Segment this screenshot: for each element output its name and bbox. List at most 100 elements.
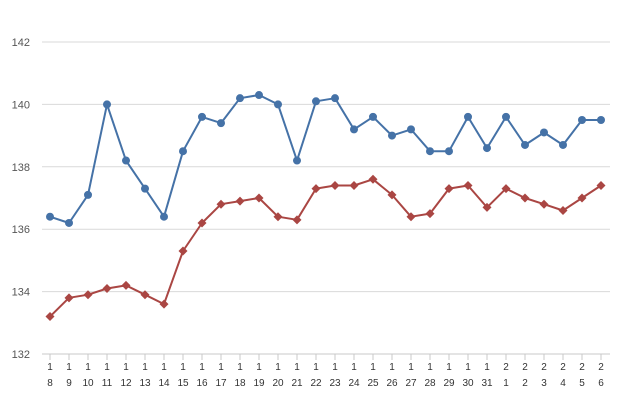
series-2-point	[140, 290, 150, 300]
x-tick-label: 1 11	[102, 362, 113, 389]
x-tick-label: 1 12	[120, 362, 132, 389]
series-1-point	[407, 125, 415, 134]
series-1-point	[502, 112, 510, 121]
x-tick-label: 1 10	[82, 362, 94, 389]
series-2-point	[197, 218, 207, 228]
y-tick-label: 136	[12, 224, 30, 236]
series-2-point	[444, 184, 454, 194]
series-1-point	[350, 125, 358, 134]
series-1-point	[122, 156, 130, 165]
series-1-point	[160, 212, 168, 221]
series-1-point	[65, 218, 73, 227]
series-1-point	[445, 147, 453, 156]
x-axis: 1 8 1 9 1 10 1 11 1 12 1 13 1 14 1 15 1 16 1 17 1 18 1 19 1 20 1 21…	[47, 354, 604, 389]
series-1-point	[521, 140, 529, 149]
series-1-point	[388, 131, 396, 140]
series-2-point	[83, 290, 93, 300]
x-tick-label: 1 29	[443, 362, 455, 389]
x-tick-label: 1 23	[329, 362, 341, 389]
series-1-point	[46, 212, 54, 221]
x-tick-label: 1 30	[462, 362, 474, 389]
series-2-point	[292, 215, 302, 225]
series-2-point	[330, 181, 340, 191]
series-1-point	[597, 116, 605, 124]
y-tick-label: 134	[12, 287, 30, 299]
series-2-point	[520, 193, 530, 203]
series-2-point	[387, 190, 397, 200]
series-1-point	[578, 116, 586, 124]
series-2-point	[463, 181, 473, 191]
series-2-point	[501, 184, 511, 194]
series-2-point	[159, 299, 169, 309]
series-2-point	[425, 209, 435, 219]
series-2-point	[102, 283, 112, 293]
series-1-line	[49, 94, 601, 224]
y-tick-label: 140	[12, 99, 30, 111]
x-tick-label: 1 19	[253, 362, 265, 389]
series-2-point	[596, 181, 606, 191]
series-1-point	[274, 100, 282, 109]
series-2-point	[539, 199, 549, 209]
x-tick-label: 1 24	[348, 362, 360, 389]
series-1-point	[293, 156, 301, 165]
series-1-point	[540, 128, 548, 137]
y-axis: 132 134 136 138 140 142	[12, 37, 30, 361]
series-1-point	[483, 144, 491, 153]
x-tick-label: 1 28	[424, 362, 436, 389]
series-1-point	[426, 147, 434, 156]
series-1-point	[179, 147, 187, 156]
series-2-point	[406, 212, 416, 222]
series-2-point	[216, 199, 226, 209]
y-tick-label: 142	[12, 37, 30, 49]
x-tick-label: 1 31	[481, 362, 493, 389]
x-tick-label: 1 20	[272, 362, 284, 389]
series-2-point	[482, 202, 492, 212]
x-tick-label: 1 18	[234, 362, 246, 389]
x-tick-label: 1 26	[386, 362, 398, 389]
series-1-point	[369, 112, 377, 121]
series-2-point	[45, 312, 55, 322]
series-2-point	[178, 246, 188, 256]
series-2-point	[254, 193, 264, 203]
series-1-point	[198, 112, 206, 121]
series-1-point	[217, 119, 225, 128]
series-2-line	[49, 178, 602, 318]
series-2-point	[558, 205, 568, 215]
series-1-point	[141, 184, 149, 193]
series-2-point	[368, 174, 378, 184]
x-tick-label: 1 16	[196, 362, 208, 389]
series-1-point	[255, 91, 263, 100]
series-1-point	[464, 112, 472, 121]
x-tick-label: 1 21	[291, 362, 303, 389]
series-2-point	[577, 193, 587, 203]
series-2-point	[64, 293, 74, 303]
series-1-point	[312, 97, 320, 106]
series-group	[45, 91, 606, 322]
x-tick-label: 1 17	[215, 362, 227, 389]
x-tick-label: 1 13	[139, 362, 151, 389]
series-1-point	[236, 94, 244, 103]
series-2-point	[311, 184, 321, 194]
series-2-point	[121, 280, 131, 290]
series-2-point	[235, 196, 245, 206]
series-2-point	[273, 212, 283, 222]
x-tick-label: 1 14	[158, 362, 170, 389]
series-1-point	[331, 94, 339, 103]
x-tick-label: 1 27	[405, 362, 417, 389]
series-1-point	[103, 100, 111, 109]
series-1-point	[84, 190, 92, 199]
x-tick-label: 1 15	[177, 362, 189, 389]
x-tick-label: 1 22	[310, 362, 322, 389]
series-1-point	[559, 140, 567, 149]
series-2-point	[349, 181, 359, 191]
y-tick-label: 132	[12, 349, 30, 361]
